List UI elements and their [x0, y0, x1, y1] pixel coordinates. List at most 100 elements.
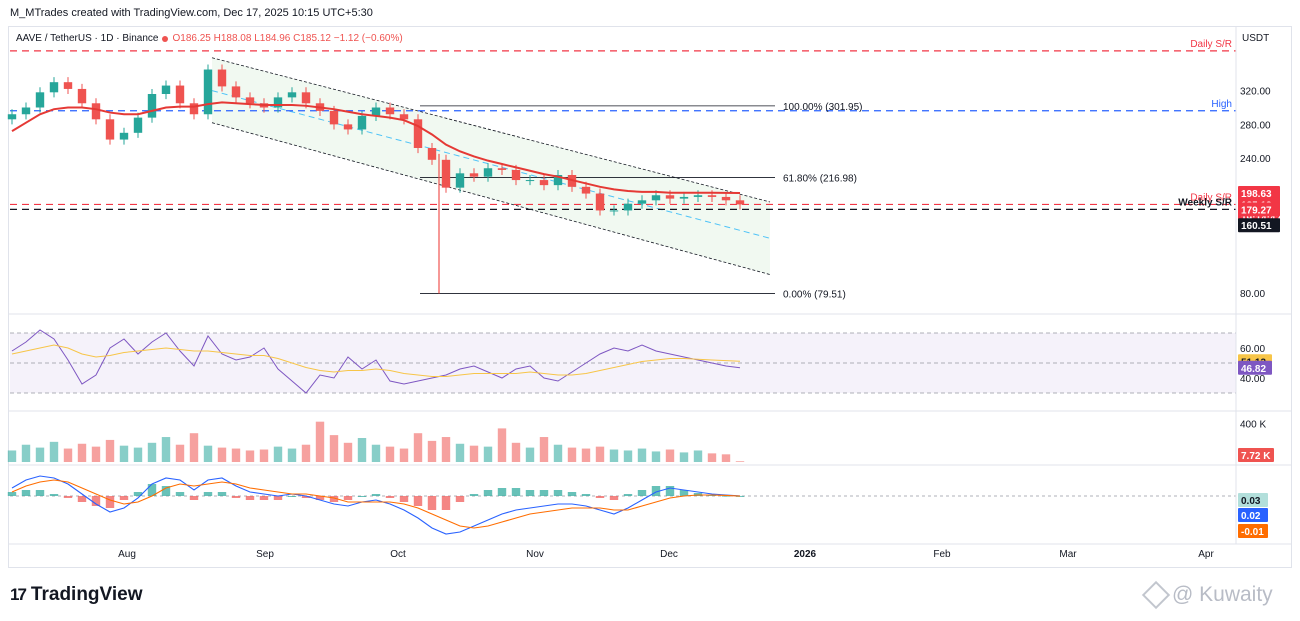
candle-body — [721, 196, 731, 201]
macd-hist-bar — [595, 496, 605, 498]
time-tick-6: Feb — [933, 549, 951, 560]
macd-hist-bar — [623, 494, 633, 496]
candle-body — [161, 85, 171, 94]
volume-bar — [91, 446, 101, 462]
volume-bar — [539, 437, 549, 462]
volume-bar — [651, 451, 661, 462]
volume-bar — [735, 461, 745, 462]
moving-average-line — [11, 101, 741, 195]
macd-hist-bar — [553, 490, 563, 496]
volume-bar — [525, 447, 535, 462]
status-dot-icon — [162, 35, 169, 42]
macd-hist-bar — [189, 496, 199, 500]
candle-body — [413, 119, 423, 148]
time-tick-3: Nov — [526, 549, 544, 560]
volume-bar — [231, 448, 241, 462]
volume-bar — [399, 448, 409, 462]
macd-hist-bar — [175, 492, 185, 496]
level-label-2: Daily S/R — [1190, 192, 1232, 203]
legend-symbol: AAVE / TetherUS · 1D · Binance — [16, 33, 159, 44]
macd-hist-bar — [231, 496, 241, 498]
volume-bar — [581, 448, 591, 462]
volume-bar — [483, 446, 493, 462]
channel-mid-line — [211, 90, 771, 239]
volume-bar — [385, 446, 395, 462]
price-label-3-bg — [1238, 218, 1280, 233]
chart-frame — [8, 26, 1292, 568]
volume-bar — [273, 446, 283, 462]
candle-body — [525, 180, 535, 182]
volume-bar — [287, 448, 297, 462]
price-label-2: 179.27 — [1241, 205, 1272, 216]
candle-body — [651, 195, 661, 201]
macd-hist-bar — [245, 496, 255, 500]
candle-body — [735, 200, 745, 205]
currency-label[interactable]: USDT — [1242, 33, 1270, 44]
macd-hist-bar — [147, 484, 157, 496]
volume-bar — [119, 445, 129, 462]
time-tick-5: 2026 — [794, 549, 817, 560]
volume-bar — [441, 437, 451, 462]
macd-hist-bar — [679, 490, 689, 496]
volume-bar — [721, 454, 731, 462]
candle-body — [105, 119, 115, 140]
macd-hist-bar — [399, 496, 409, 502]
tradingview-mark-icon: 17 — [10, 585, 27, 604]
channel-fill — [212, 57, 770, 275]
macd-hist-bar — [455, 496, 465, 502]
candle-body — [539, 180, 549, 186]
macd-hist-bar — [385, 496, 395, 498]
volume-bar — [315, 421, 325, 462]
macd-hist-bar — [483, 490, 493, 496]
rsi-series-0 — [11, 329, 741, 394]
macd-label-2: -0.01 — [1241, 527, 1264, 538]
candle-body — [371, 107, 381, 116]
macd-label-0: 0.03 — [1241, 496, 1261, 507]
volume-bar — [147, 442, 157, 462]
volume-bar — [455, 443, 465, 462]
volume-bar — [497, 428, 507, 462]
macd-hist-bar — [49, 494, 59, 496]
volume-bar — [707, 453, 717, 462]
volume-bar — [343, 442, 353, 462]
candle-body — [231, 86, 241, 98]
candle-body — [77, 88, 87, 104]
macd-hist-bar — [371, 494, 381, 496]
macd-hist-bar — [203, 492, 213, 496]
logo-text: TradingView — [30, 584, 143, 605]
time-tick-7: Mar — [1059, 549, 1077, 560]
volume-bar — [301, 444, 311, 462]
volume-bar — [77, 443, 87, 462]
macd-hist-bar — [273, 496, 283, 500]
volume-bar — [133, 447, 143, 462]
time-tick-2: Oct — [390, 549, 406, 560]
macd-hist-bar — [511, 488, 521, 496]
candle-body — [63, 82, 73, 89]
volume-bar — [665, 449, 675, 462]
candle-body — [175, 85, 185, 104]
candle-body — [245, 97, 255, 104]
time-tick-4: Dec — [660, 549, 678, 560]
candle-body — [595, 193, 605, 211]
macd-hist-bar — [539, 490, 549, 496]
macd-hist-bar — [301, 496, 311, 498]
channel-upper-line — [211, 57, 771, 203]
price-label-0: 198.63 — [1241, 189, 1272, 200]
candle-body — [623, 203, 633, 211]
time-tick-0: Aug — [118, 549, 136, 560]
created-by-text: M_MTrades created with TradingView.com, … — [10, 7, 373, 19]
tradingview-logo[interactable]: 17 TradingView — [10, 584, 143, 606]
channel-lower-line — [211, 122, 771, 275]
volume-bar — [161, 437, 171, 462]
candle-body — [357, 115, 367, 130]
candle-body — [637, 200, 647, 204]
candle-body — [441, 159, 451, 188]
level-label-1: High — [1211, 99, 1232, 110]
macd-hist-bar — [721, 495, 731, 497]
volume-bar — [357, 438, 367, 462]
symbol-legend[interactable]: AAVE / TetherUS · 1D · Binance O186.25 H… — [16, 33, 403, 44]
macd-label-2-bg — [1238, 524, 1268, 538]
diamond-icon — [1141, 580, 1171, 610]
candle-body — [21, 107, 31, 115]
